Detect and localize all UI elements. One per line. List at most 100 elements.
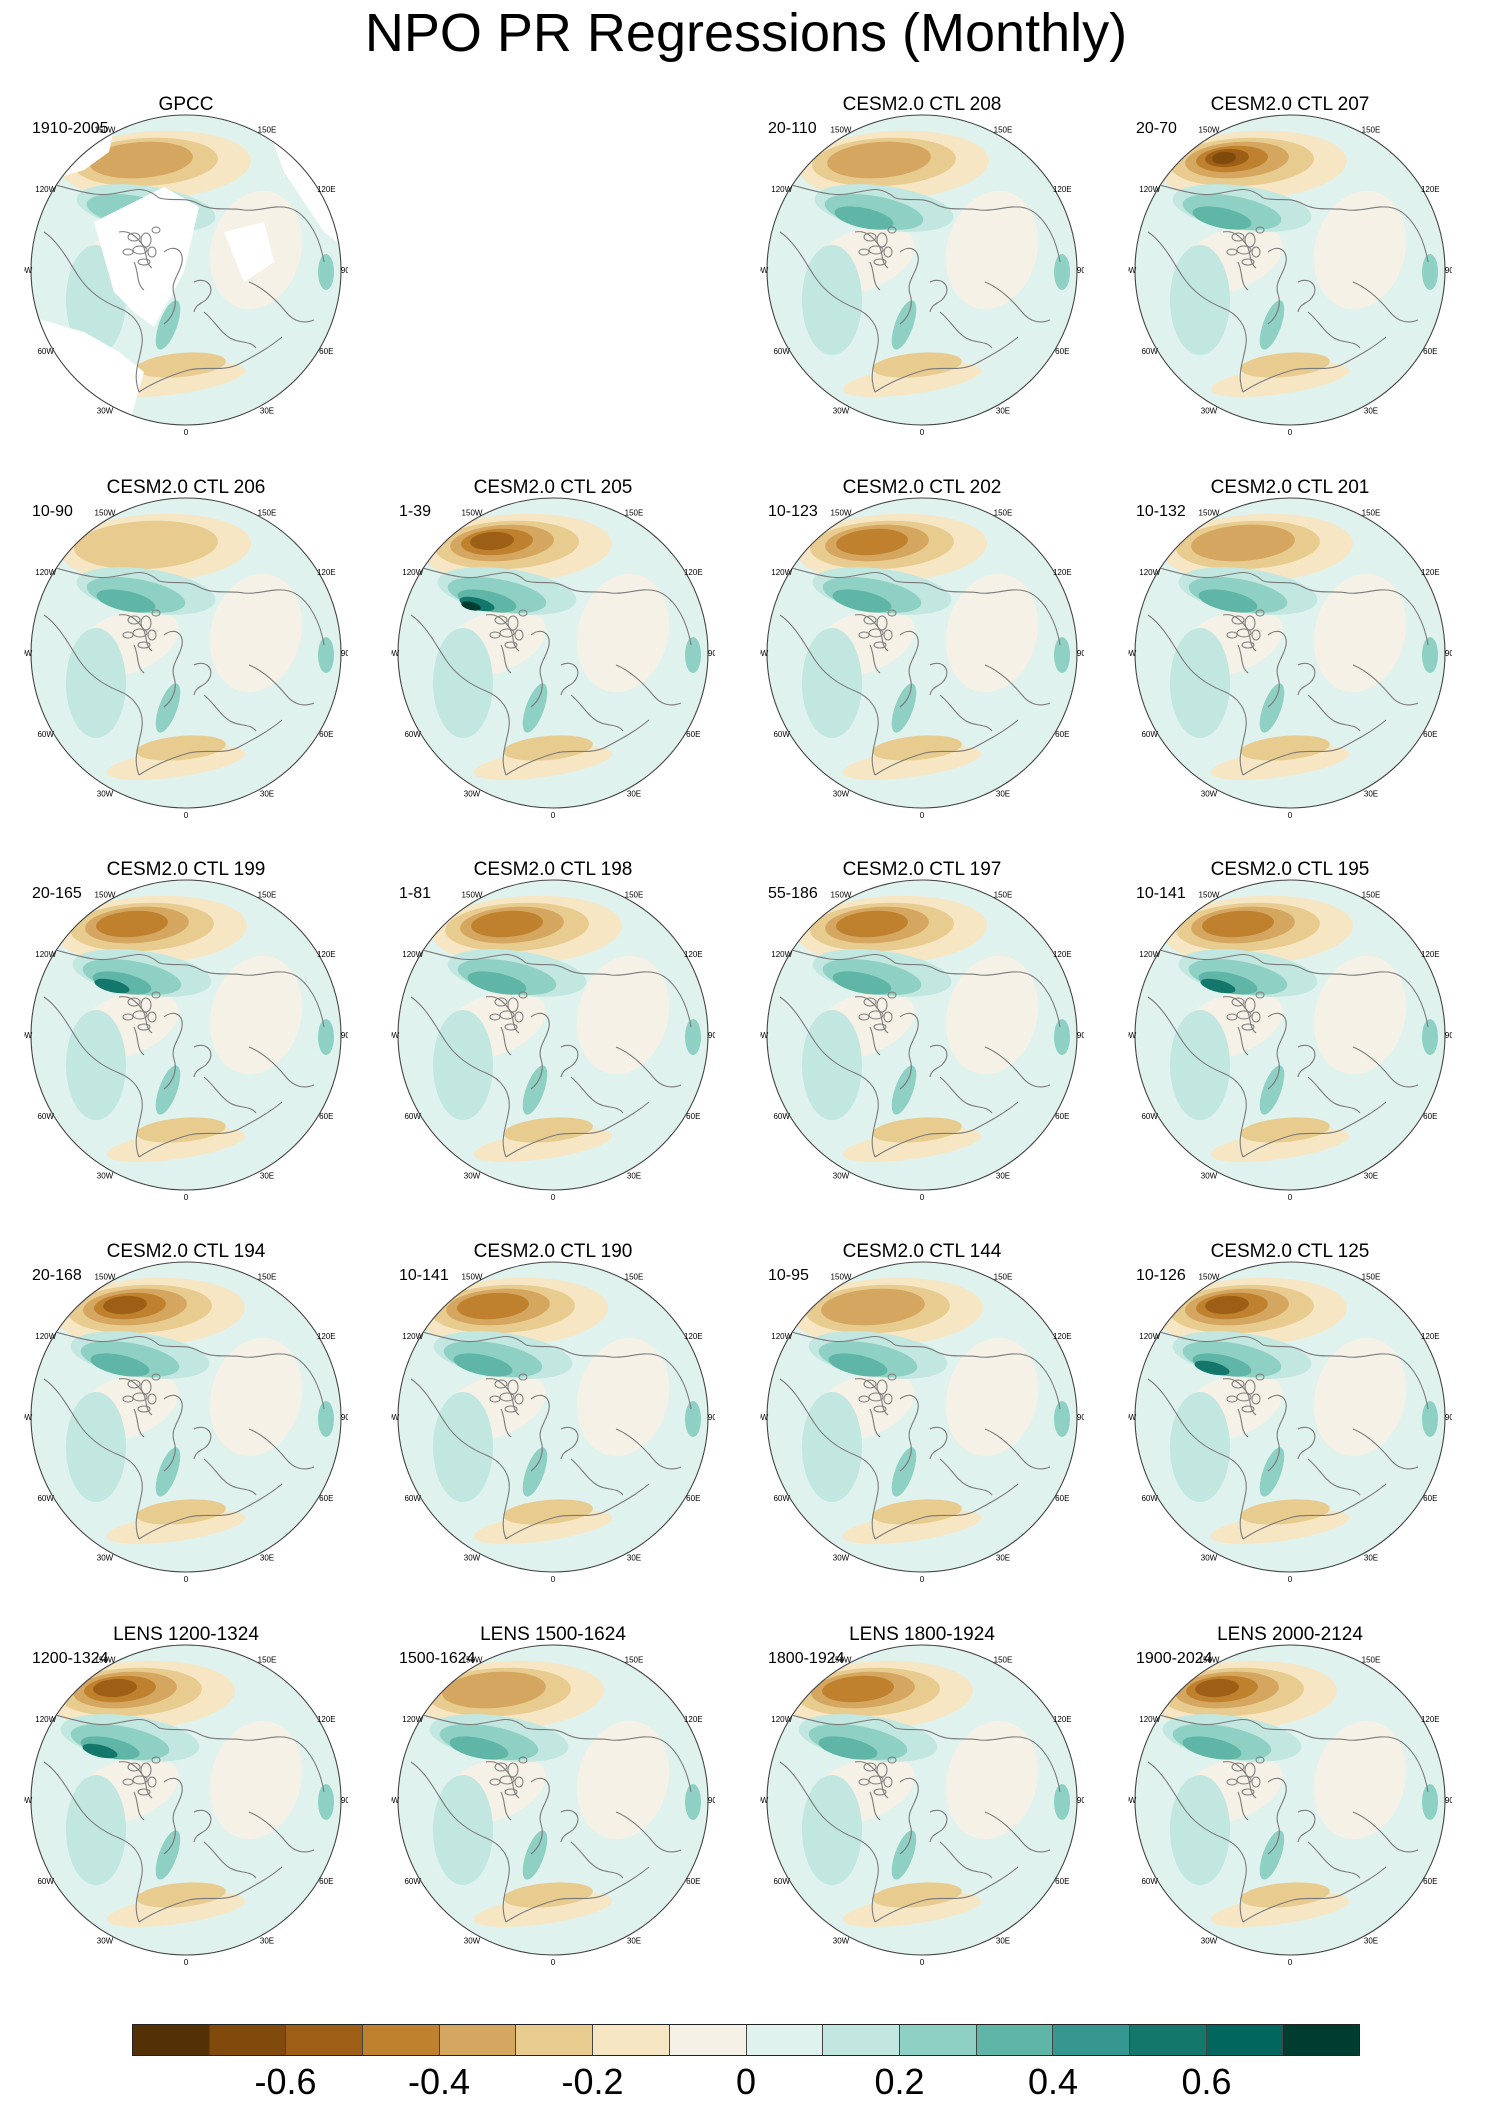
longitude-label: 30E	[1364, 1553, 1378, 1562]
map-border	[1134, 879, 1446, 1191]
atlantic-wet-patch	[1259, 1065, 1285, 1115]
island-outline	[518, 1373, 528, 1381]
coastline	[193, 1809, 212, 1843]
island-outline	[147, 1393, 157, 1405]
atlantic-wet-patch	[891, 1447, 917, 1497]
longitude-label: 60W	[1141, 730, 1158, 739]
coastline	[43, 1378, 143, 1540]
coastline	[779, 1378, 879, 1540]
longitude-label: 90E	[1445, 1796, 1452, 1805]
longitude-label: 150E	[1362, 1656, 1381, 1665]
europe-dry-patch	[872, 1882, 962, 1908]
wet-anomaly-core	[453, 1353, 513, 1377]
coastline	[203, 694, 257, 732]
longitude-label: 150E	[258, 126, 277, 135]
longitude-label: 150W	[831, 126, 852, 135]
longitude-label: 90E	[341, 1796, 348, 1805]
coastline	[929, 1044, 948, 1078]
island-outline	[127, 615, 141, 625]
island-outline	[1251, 1011, 1261, 1023]
panel-years: 1910-2005	[32, 120, 109, 137]
longitude-label: 120E	[1421, 1332, 1440, 1341]
europe-dry-patch	[503, 1882, 593, 1908]
island-outline	[494, 1379, 508, 1389]
island-outline	[132, 1392, 148, 1402]
longitude-label: 150E	[258, 891, 277, 900]
longitude-label: 60E	[1055, 1877, 1069, 1886]
longitude-label: 90E	[708, 1413, 715, 1422]
coastline	[410, 1328, 527, 1346]
island-outline	[883, 629, 893, 641]
coastline	[248, 1811, 315, 1853]
longitude-label: 120E	[1053, 950, 1072, 959]
polar-map: 180 150E 120E 90E 60E 30E 0 30W 60W 90W 120W 150W	[1128, 1642, 1452, 1967]
longitude-label: 30W	[464, 1553, 481, 1562]
island-outline	[1251, 1776, 1261, 1788]
panel-title: GPCC	[158, 94, 214, 115]
coastline	[525, 962, 692, 1028]
longitude-label: 120W	[402, 950, 423, 959]
coastline	[193, 279, 212, 313]
asia-wet-patch	[1422, 1784, 1438, 1820]
island-outline	[514, 1776, 524, 1788]
coastline	[1267, 1012, 1287, 1090]
longitude-label: 30W	[1201, 1553, 1218, 1562]
panel-years: 1500-1624	[399, 1650, 476, 1667]
longitude-label: 180	[1283, 877, 1297, 878]
wet-anomaly-core	[834, 206, 894, 230]
wet-anomaly-core	[818, 1736, 878, 1760]
coastline	[203, 1458, 257, 1496]
longitude-label: 90W	[24, 1031, 33, 1040]
wet-anomaly-core	[96, 589, 156, 613]
weak-positive-patch	[802, 245, 862, 355]
map-border	[30, 114, 342, 426]
europe-dry-patch	[136, 352, 226, 378]
asia-wet-patch	[1422, 1401, 1438, 1437]
atlantic-wet-patch	[1259, 683, 1285, 733]
longitude-label: 60W	[404, 730, 421, 739]
dry-anomaly-core	[1202, 910, 1274, 938]
polar-map: 180 150E 120E 90E 60E 30E 0 30W 60W 90W 120W 150W	[760, 877, 1084, 1202]
island-outline	[1251, 629, 1261, 641]
longitude-label: 60W	[37, 1494, 54, 1503]
coastline	[874, 719, 1019, 776]
asia-wet-patch	[318, 254, 334, 290]
longitude-label: 90E	[708, 1796, 715, 1805]
colorbar-tick-label: -0.2	[561, 2061, 624, 2102]
map-panel: CESM2.0 CTL 201 10-132 180 150E 120E 90E 60E 30…	[1128, 477, 1458, 827]
panel-title: CESM2.0 CTL 199	[106, 859, 266, 880]
longitude-label: 150E	[258, 1656, 277, 1665]
longitude-label: 30W	[97, 1936, 114, 1945]
atlantic-wet-patch	[522, 1447, 548, 1497]
longitude-label: 60W	[1141, 347, 1158, 356]
map-panel: CESM2.0 CTL 194 20-168 180 150E 120E 90E 60E 30…	[24, 1241, 354, 1591]
longitude-label: 60E	[1055, 347, 1069, 356]
longitude-label: 120E	[317, 568, 336, 577]
island-outline	[873, 1788, 887, 1796]
coastline	[939, 694, 993, 732]
panel-title: CESM2.0 CTL 144	[842, 1241, 1002, 1262]
longitude-label: 0	[1288, 811, 1293, 820]
panel-title: CESM2.0 CTL 202	[842, 477, 1002, 498]
panel-years: 1-39	[399, 503, 432, 520]
longitude-label: 30W	[464, 1936, 481, 1945]
atlantic-wet-patch	[891, 683, 917, 733]
wet-anomaly-core	[1182, 1736, 1242, 1760]
map-border	[30, 879, 342, 1191]
longitude-label: 120W	[35, 185, 56, 194]
island-outline	[876, 1379, 888, 1395]
europe-dry-patch	[1240, 352, 1330, 378]
longitude-label: 150W	[95, 509, 116, 518]
longitude-label: 120W	[1139, 1332, 1160, 1341]
coastline	[163, 247, 183, 325]
longitude-label: 120W	[35, 1332, 56, 1341]
coastline	[1242, 1866, 1387, 1923]
panel-title: CESM2.0 CTL 198	[473, 859, 633, 880]
panel-title: CESM2.0 CTL 206	[106, 477, 266, 498]
coastline	[939, 311, 993, 349]
island-outline	[489, 1778, 501, 1786]
asia-wet-patch	[1422, 1019, 1438, 1055]
asia-wet-patch	[1054, 1401, 1070, 1437]
weak-neutral-patch	[576, 1720, 670, 1840]
longitude-label: 90E	[1077, 1413, 1084, 1422]
